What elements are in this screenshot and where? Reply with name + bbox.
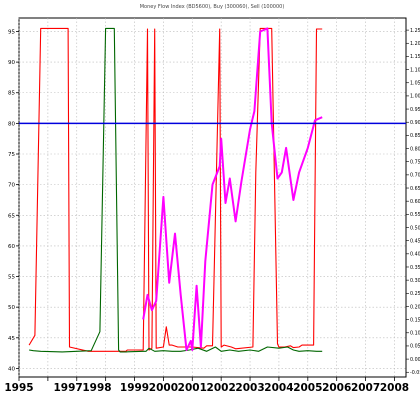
right-axis-tick-label: 0.35 bbox=[410, 265, 420, 271]
x-axis-tick-label: 1998 bbox=[82, 382, 111, 394]
right-axis-tick-label: 1.20 bbox=[410, 41, 420, 47]
right-axis-tick-label: 0.45 bbox=[410, 238, 420, 244]
right-axis-tick-label: 1.05 bbox=[410, 81, 420, 87]
left-axis-tick-label: 95 bbox=[8, 29, 15, 35]
x-axis-tick-label: 1999 bbox=[120, 382, 149, 394]
left-axis-tick-label: 85 bbox=[8, 91, 15, 97]
right-axis-tick-label: 1.25 bbox=[410, 28, 420, 34]
x-axis-tick-label: 1995 bbox=[4, 382, 33, 394]
right-axis-tick-label: 0.90 bbox=[410, 120, 420, 126]
right-axis-tick-label: 0.60 bbox=[410, 199, 420, 205]
right-axis-tick-label: 0.65 bbox=[410, 186, 420, 192]
right-axis-tick-label: 1.15 bbox=[410, 54, 420, 60]
left-axis-tick-label: 45 bbox=[8, 336, 15, 342]
x-axis-tick-label: 2000 bbox=[149, 382, 178, 394]
x-axis-tick-label: 2008 bbox=[380, 382, 409, 394]
chart-title: Money Flow Index (BD5600), Buy (300060),… bbox=[140, 4, 285, 10]
right-axis-tick-label: 0.05 bbox=[410, 344, 420, 350]
left-axis-tick-label: 65 bbox=[8, 213, 15, 219]
right-axis-tick-label: 0.15 bbox=[410, 317, 420, 323]
right-axis-tick-label: 1.10 bbox=[410, 67, 420, 73]
right-axis-tick-label: 0.55 bbox=[410, 212, 420, 218]
series-line-3 bbox=[142, 27, 323, 351]
series-line-1 bbox=[28, 27, 323, 352]
right-axis-tick-label: 0.40 bbox=[410, 252, 420, 258]
right-axis-tick-label: 1.00 bbox=[410, 94, 420, 100]
right-axis-tick-label: 0.25 bbox=[410, 291, 420, 297]
x-axis-tick-label: 2001 bbox=[178, 382, 207, 394]
right-axis-tick-label: 0.95 bbox=[410, 107, 420, 113]
series-line-2 bbox=[29, 27, 323, 353]
right-axis-tick-label: 0.75 bbox=[410, 160, 420, 166]
left-axis-tick-label: 75 bbox=[8, 152, 15, 158]
right-axis-tick-label: 0.30 bbox=[410, 278, 420, 284]
left-axis-tick-label: 55 bbox=[8, 275, 15, 281]
x-axis-tick-label: 2005 bbox=[293, 382, 322, 394]
left-axis-tick-label: 90 bbox=[8, 60, 15, 66]
x-axis-tick-label: 2003 bbox=[235, 382, 264, 394]
x-axis-tick-label: 2006 bbox=[322, 382, 351, 394]
x-axis-tick-label: 2002 bbox=[207, 382, 236, 394]
left-axis-tick-label: 40 bbox=[8, 366, 15, 372]
x-axis-tick-label: 2004 bbox=[264, 382, 293, 394]
plot-area bbox=[18, 17, 407, 378]
left-axis-tick-label: 60 bbox=[8, 244, 15, 250]
right-axis-tick-label: 0.20 bbox=[410, 304, 420, 310]
right-axis-tick-label: 0.10 bbox=[410, 331, 420, 337]
x-axis-tick-label: 1997 bbox=[53, 382, 82, 394]
left-axis-tick-label: 70 bbox=[8, 183, 15, 189]
right-axis-tick-label: 0.50 bbox=[410, 225, 420, 231]
x-axis-tick-label: 2007 bbox=[351, 382, 380, 394]
right-axis-tick-label: 0.80 bbox=[410, 146, 420, 152]
right-axis-tick-label: -0.05 bbox=[410, 370, 420, 376]
right-axis-tick-label: 0.00 bbox=[410, 357, 420, 363]
right-axis-tick-label: 0.85 bbox=[410, 133, 420, 139]
right-axis-tick-label: 0.70 bbox=[410, 173, 420, 179]
left-axis-tick-label: 80 bbox=[8, 121, 15, 127]
left-axis-tick-label: 50 bbox=[8, 305, 15, 311]
